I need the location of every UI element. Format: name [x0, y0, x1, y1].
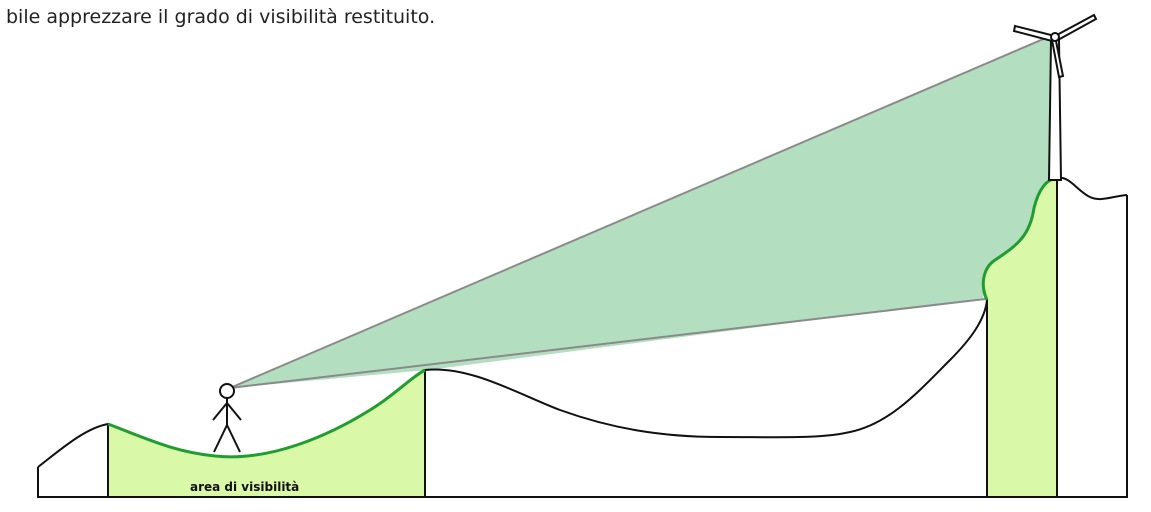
visible-area-valley [108, 370, 425, 497]
lower-sightline [229, 298, 986, 389]
terrain-frame [37, 195, 1128, 498]
caption-text: bile apprezzare il grado di visibilità r… [6, 6, 436, 28]
visibility-outline-valley [107, 368, 426, 459]
area-label: area di visibilità [190, 480, 299, 494]
visibility-outline-slope [981, 176, 1057, 301]
observer-figure-icon [212, 383, 242, 453]
visible-area-slope [983, 178, 1057, 497]
upper-sightline [229, 33, 1056, 389]
wind-turbine-icon [1012, 13, 1098, 181]
